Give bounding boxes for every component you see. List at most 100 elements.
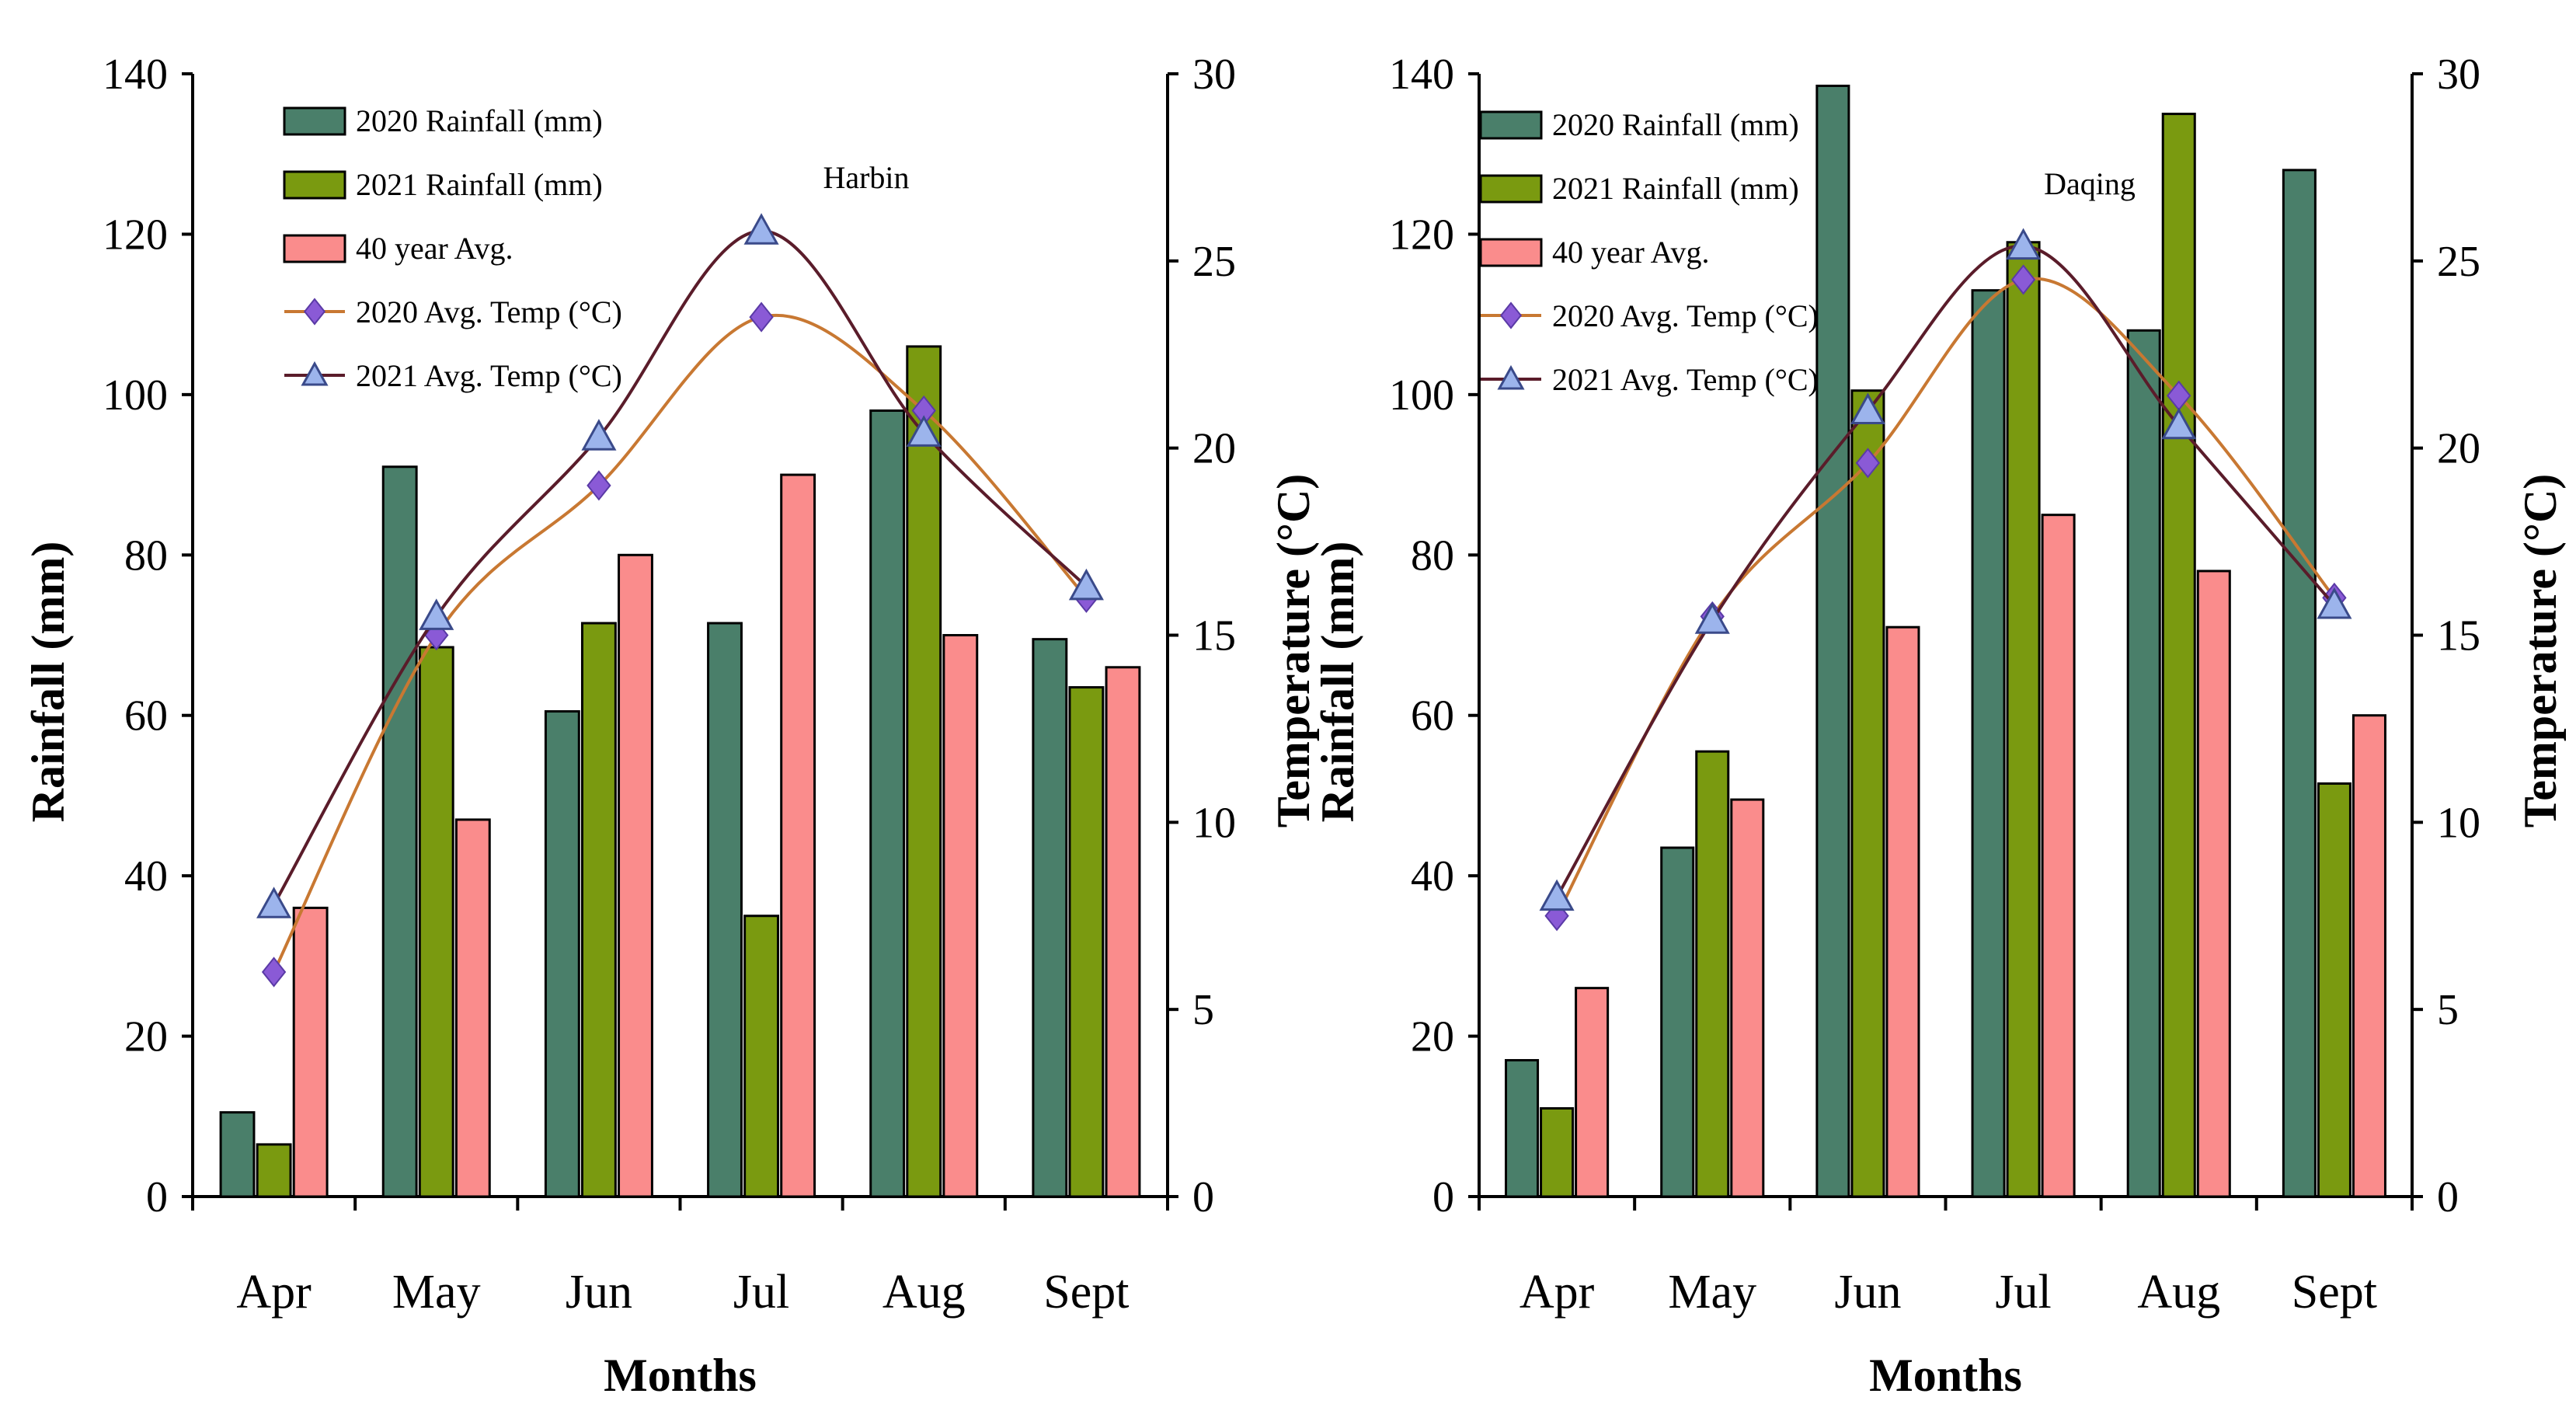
point-2021-avg-temp-c--apr (1539, 879, 1575, 911)
bar-2021-rainfall-mm--may (418, 646, 454, 1198)
y-tick-label: 120 (103, 211, 168, 259)
y-tick-label: 0 (146, 1173, 168, 1221)
line-2020-avg-temp-c- (1555, 277, 2336, 917)
bar-2021-rainfall-mm--aug (906, 345, 942, 1198)
bar-2021-rainfall-mm--jul (743, 915, 780, 1198)
legend-label-40-year-avg-: 40 year Avg. (1552, 235, 1710, 270)
bar-2021-rainfall-mm--apr (1540, 1106, 1575, 1198)
y2-axis-title: Temperature (°C) (2515, 474, 2566, 828)
bar-2020-rainfall-mm--jul (1971, 289, 2006, 1198)
y-tick-label: 140 (103, 51, 168, 99)
panel-label: Harbin (823, 160, 909, 195)
y2-tick-label: 10 (1192, 799, 1236, 847)
x-tick-label: May (392, 1266, 481, 1319)
y-axis-title: Rainfall (mm) (1312, 542, 1363, 823)
legend-label-2021-rainfall-mm-: 2021 Rainfall (mm) (356, 167, 603, 202)
x-tick-label: Apr (1519, 1266, 1595, 1319)
x-tick-label: Aug (2137, 1266, 2220, 1319)
bar-2020-rainfall-mm--aug (2126, 329, 2161, 1198)
legend-marker-2021-avg-temp-c- (301, 361, 329, 386)
point-2020-avg-temp-c--jul (749, 301, 774, 333)
bar-40-year-avg--aug (2196, 570, 2231, 1198)
point-2021-avg-temp-c--may (419, 598, 454, 630)
point-2021-avg-temp-c--sept (2317, 587, 2352, 619)
bar-40-year-avg--jun (1885, 625, 1920, 1198)
y-tick-label: 20 (1411, 1013, 1454, 1061)
bar-2020-rainfall-mm--jun (1815, 84, 1850, 1198)
x-tick-label: Sept (1043, 1266, 1129, 1319)
legend-label-40-year-avg-: 40 year Avg. (356, 231, 513, 266)
y-tick-label: 60 (124, 692, 168, 740)
legend-swatch-2021-rainfall-mm- (1479, 174, 1543, 204)
bar-2021-rainfall-mm--sept (1068, 686, 1105, 1198)
y-tick-label: 140 (1389, 51, 1454, 99)
point-2021-avg-temp-c--aug (906, 415, 942, 447)
bar-2021-rainfall-mm--apr (256, 1143, 292, 1198)
y2-tick-label: 15 (1192, 612, 1236, 660)
bar-40-year-avg--may (1730, 798, 1765, 1198)
bar-40-year-avg--jul (780, 473, 816, 1198)
legend-label-2020-avg-temp-c-: 2020 Avg. Temp (°C) (356, 294, 622, 329)
point-2020-avg-temp-c--jun (587, 470, 611, 501)
y2-tick-label: 15 (2437, 612, 2480, 660)
y-tick-label: 80 (1411, 531, 1454, 580)
legend-label-2020-avg-temp-c-: 2020 Avg. Temp (°C) (1552, 298, 1819, 333)
bar-40-year-avg--aug (942, 634, 979, 1198)
y2-tick-label: 5 (1192, 986, 1214, 1034)
point-2021-avg-temp-c--aug (2161, 407, 2197, 440)
legend-label-2020-rainfall-mm-: 2020 Rainfall (mm) (356, 103, 603, 138)
x-tick-label: Jul (1995, 1266, 2051, 1319)
x-axis-title: Months (604, 1350, 757, 1401)
y2-tick-label: 0 (1192, 1173, 1214, 1221)
bar-2020-rainfall-mm--aug (869, 409, 906, 1198)
x-tick-label: Apr (236, 1266, 312, 1319)
point-2021-avg-temp-c--apr (256, 887, 292, 918)
bar-2021-rainfall-mm--may (1695, 750, 1730, 1198)
legend-swatch-2021-rainfall-mm- (283, 170, 346, 200)
y2-tick-label: 20 (2437, 425, 2480, 473)
legend-swatch-2020-rainfall-mm- (283, 106, 346, 136)
bar-2020-rainfall-mm--jul (707, 622, 743, 1198)
bar-40-year-avg--sept (1105, 666, 1141, 1198)
y2-tick-label: 0 (2437, 1173, 2459, 1221)
point-2020-avg-temp-c--apr (261, 956, 287, 988)
line-2020-avg-temp-c- (272, 314, 1088, 973)
y-tick-label: 60 (1411, 692, 1454, 740)
bar-2020-rainfall-mm--may (1660, 846, 1695, 1198)
point-2020-avg-temp-c--jul (2010, 264, 2036, 295)
y2-tick-label: 10 (2437, 799, 2480, 847)
bar-2020-rainfall-mm--jun (544, 710, 580, 1198)
x-tick-label: Sept (2292, 1266, 2377, 1319)
bar-40-year-avg--jul (2041, 514, 2076, 1198)
legend-swatch-2020-rainfall-mm- (1479, 110, 1543, 140)
point-2021-avg-temp-c--sept (1068, 568, 1104, 601)
point-2021-avg-temp-c--jul (2006, 228, 2042, 260)
legend-swatch-40-year-avg- (283, 234, 346, 263)
x-tick-label: Jul (733, 1266, 789, 1319)
legend-swatch-40-year-avg- (1479, 238, 1543, 267)
bar-40-year-avg--jun (618, 553, 653, 1198)
bar-40-year-avg--apr (1575, 987, 1610, 1198)
point-2021-avg-temp-c--jun (581, 419, 617, 451)
x-tick-label: May (1668, 1266, 1756, 1319)
y-tick-label: 100 (1389, 371, 1454, 420)
y2-tick-label: 20 (1192, 425, 1236, 473)
y-tick-label: 120 (1389, 211, 1454, 259)
bar-2020-rainfall-mm--apr (219, 1111, 256, 1198)
legend-label-2021-rainfall-mm-: 2021 Rainfall (mm) (1552, 171, 1799, 206)
y-tick-label: 80 (124, 531, 168, 580)
chart-panel-harbin: 0 20 40 60 80 100 120 140 0 5 10 15 20 25 30 Apr May Jun J… (23, 51, 1319, 1401)
y2-axis-title: Temperature (°C) (1268, 474, 1319, 828)
y-tick-label: 40 (124, 852, 168, 901)
line-2021-avg-temp-c- (1555, 244, 2336, 898)
legend-marker-2020-avg-temp-c- (303, 298, 326, 326)
bar-2021-rainfall-mm--sept (2317, 782, 2351, 1198)
bar-2021-rainfall-mm--aug (2161, 113, 2196, 1198)
bar-2020-rainfall-mm--apr (1505, 1059, 1540, 1198)
legend-marker-2020-avg-temp-c- (1499, 301, 1523, 329)
legend-marker-2021-avg-temp-c- (1497, 364, 1525, 390)
bar-40-year-avg--apr (292, 906, 329, 1198)
bar-2020-rainfall-mm--sept (1032, 638, 1068, 1198)
